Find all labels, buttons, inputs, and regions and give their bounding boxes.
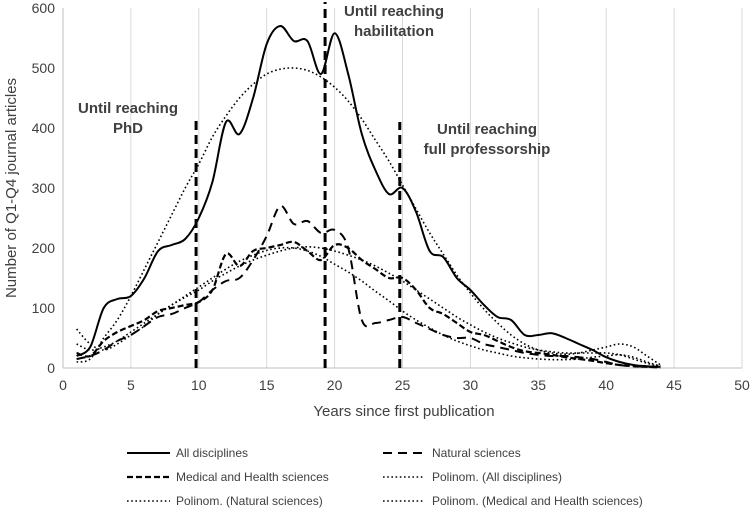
x-tick-label: 25 xyxy=(395,377,411,393)
legend-label: Medical and Health sciences xyxy=(176,470,329,484)
y-tick-label: 300 xyxy=(32,180,56,196)
legend-item: Medical and Health sciences xyxy=(127,470,329,484)
legend-label: All disciplines xyxy=(176,446,248,460)
annotation: Until reaching PhD xyxy=(78,100,178,137)
x-tick-label: 45 xyxy=(666,377,682,393)
legend-item: Natural sciences xyxy=(383,446,521,460)
legend: All disciplines Natural sciences Medical a… xyxy=(127,446,643,508)
y-tick-label: 0 xyxy=(47,360,55,376)
legend-item: Polinom. (All disciplines) xyxy=(383,470,562,484)
y-tick-label: 200 xyxy=(32,240,56,256)
x-tick-label: 15 xyxy=(259,377,275,393)
annotation: Until reaching habilitation xyxy=(344,3,444,40)
x-tick-label: 20 xyxy=(327,377,343,393)
y-tick-label: 600 xyxy=(32,0,56,16)
annotations: Until reaching PhD Until reaching habilitat… xyxy=(78,3,550,158)
x-tick-label: 0 xyxy=(59,377,67,393)
series-line-all-disciplines xyxy=(76,25,661,368)
x-tick-label: 30 xyxy=(463,377,479,393)
tick-labels: 0 100 200 300 400 500 600 0 5 10 15 20 25 30 35 40 45 50 xyxy=(32,0,750,393)
series-line-natural-sciences xyxy=(76,204,661,369)
y-tick-label: 100 xyxy=(32,300,56,316)
series-layer xyxy=(75,25,661,369)
legend-item: All disciplines xyxy=(127,446,248,460)
x-tick-label: 5 xyxy=(127,377,135,393)
y-tick-label: 400 xyxy=(32,120,56,136)
legend-label: Natural sciences xyxy=(432,446,521,460)
x-axis-label: Years since first publication xyxy=(313,403,494,420)
series-line-medical-and-health-sciences xyxy=(76,240,661,369)
x-tick-label: 40 xyxy=(598,377,614,393)
series-line-polinom-medical-and-health-sciences xyxy=(76,246,661,368)
axes xyxy=(62,8,742,369)
legend-label: Polinom. (Medical and Health sciences) xyxy=(432,494,643,508)
annotation: Until reaching full professorship xyxy=(424,121,551,158)
x-tick-label: 35 xyxy=(531,377,547,393)
legend-label: Polinom. (Natural sciences) xyxy=(176,494,323,508)
y-tick-label: 500 xyxy=(32,60,56,76)
legend-item: Polinom. (Medical and Health sciences) xyxy=(383,494,643,508)
milestone-lines xyxy=(194,2,402,368)
x-tick-label: 50 xyxy=(734,377,750,393)
legend-item: Polinom. (Natural sciences) xyxy=(127,494,323,508)
y-axis-label: Number of Q1-Q4 journal articles xyxy=(3,78,20,298)
legend-label: Polinom. (All disciplines) xyxy=(432,470,562,484)
x-tick-label: 10 xyxy=(191,377,207,393)
grid xyxy=(130,8,743,368)
